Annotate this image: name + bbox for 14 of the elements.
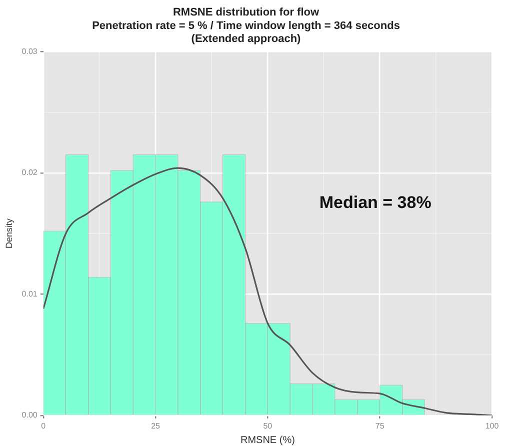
y-tick-label: 0.03 (22, 46, 38, 56)
x-tick-label: 100 (485, 421, 500, 430)
chart-subtitle: Penetration rate = 5 % / Time window length = 364 seconds (Extended approach) (92, 20, 400, 46)
x-tick-label: 50 (263, 421, 273, 430)
y-tick-label: 0.00 (22, 410, 38, 420)
x-axis-title: RMSNE (%) (240, 434, 295, 446)
y-tick-label: 0.02 (22, 168, 38, 178)
chart-title: RMSNE distribution for flow (172, 6, 320, 19)
y-axis-title: Density (4, 218, 14, 249)
x-tick-label: 0 (41, 421, 46, 430)
x-tick-label: 25 (151, 421, 161, 430)
x-tick-label: 75 (375, 421, 385, 430)
y-tick-label: 0.01 (22, 289, 38, 298)
annotation: Median = 38% (319, 193, 432, 212)
